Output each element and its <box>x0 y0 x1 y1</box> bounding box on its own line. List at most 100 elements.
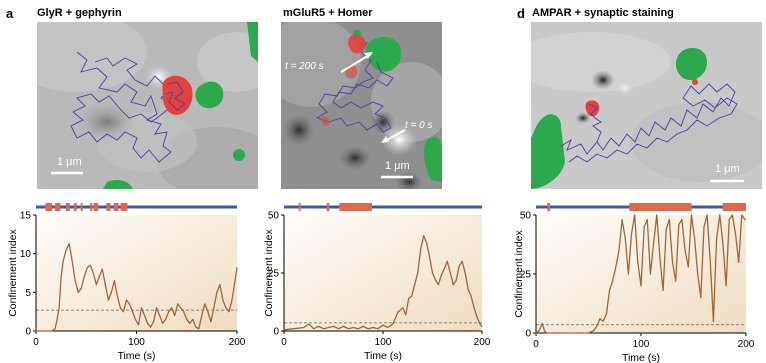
data-point <box>357 328 359 330</box>
data-point <box>204 303 206 305</box>
data-point <box>596 325 598 327</box>
data-point <box>684 249 686 251</box>
data-point <box>156 307 158 309</box>
y-tick-label: 50 <box>520 211 532 222</box>
y-axis-label: Confinement index <box>7 228 19 316</box>
data-point <box>104 284 106 286</box>
data-point <box>741 214 743 216</box>
data-point <box>86 266 88 269</box>
data-point <box>446 260 448 262</box>
micrograph-d-image <box>531 22 762 189</box>
data-point <box>95 284 97 286</box>
data-point <box>425 242 428 244</box>
data-point <box>577 332 579 334</box>
data-point <box>47 330 49 332</box>
data-point <box>675 280 677 282</box>
data-point <box>700 297 702 299</box>
data-point <box>80 287 82 290</box>
data-point <box>640 285 642 287</box>
data-point <box>621 219 623 221</box>
x-tick-label: 0 <box>281 337 287 348</box>
data-point <box>65 249 67 251</box>
data-point <box>458 265 460 267</box>
y-tick-label: 15 <box>20 211 32 222</box>
data-point <box>35 330 37 332</box>
state-block <box>547 203 551 211</box>
data-point <box>143 314 146 317</box>
data-point <box>198 328 200 330</box>
data-point <box>39 330 41 332</box>
data-point <box>308 323 310 325</box>
data-point <box>624 238 626 240</box>
data-point <box>728 219 730 221</box>
data-point <box>201 314 203 317</box>
data-point <box>234 280 236 282</box>
data-point <box>481 325 483 327</box>
data-point <box>476 316 478 318</box>
data-point <box>535 332 537 334</box>
data-point <box>618 249 620 251</box>
data-point <box>703 226 705 228</box>
data-point <box>134 318 137 320</box>
data-point <box>637 261 639 263</box>
state-block <box>326 203 330 211</box>
state-block <box>80 203 83 211</box>
data-point <box>671 261 674 263</box>
data-point <box>180 307 182 309</box>
chart-a: 0 5 10 15 0 100 200 Confinement index Time (s) <box>7 203 246 362</box>
data-point <box>545 332 548 334</box>
data-point <box>615 266 617 268</box>
data-point <box>367 328 369 330</box>
y-tick-label: 0 <box>525 329 531 340</box>
data-point <box>467 288 469 290</box>
y-axis-label: Confinement index <box>263 228 275 316</box>
data-point <box>665 228 667 230</box>
x-tick-label: 200 <box>229 337 246 348</box>
data-point <box>587 332 590 334</box>
data-point <box>449 272 451 274</box>
series-line <box>283 235 483 331</box>
data-point <box>101 268 103 270</box>
data-point <box>551 332 553 334</box>
data-point <box>352 326 354 329</box>
x-axis-label: Time (s) <box>622 352 660 363</box>
data-point <box>392 323 394 325</box>
micrograph-a: 1 μm <box>37 22 258 189</box>
x-tick-label: 100 <box>128 337 145 348</box>
data-point <box>452 284 454 286</box>
data-point <box>646 219 648 221</box>
x-tick-label: 100 <box>633 339 650 350</box>
data-point <box>171 307 173 309</box>
data-point <box>464 272 466 274</box>
chart-d: 0 25 50 0 100 200 Confinement index Time (s) <box>513 203 755 363</box>
data-point <box>479 323 481 325</box>
data-point <box>473 307 475 309</box>
micrograph-a-image <box>37 22 258 189</box>
data-point <box>541 322 543 325</box>
data-point <box>62 260 64 262</box>
y-tick-label: 25 <box>520 270 532 281</box>
state-block <box>298 203 301 211</box>
data-point <box>131 311 134 313</box>
annotation-t200: t = 200 s <box>285 61 324 72</box>
x-tick-label: 0 <box>533 339 539 350</box>
state-block <box>93 203 99 211</box>
x-tick-label: 200 <box>474 337 491 348</box>
x-axis-label: Time (s) <box>117 350 155 362</box>
state-block <box>722 203 746 211</box>
data-point <box>731 214 733 216</box>
data-point <box>283 329 285 331</box>
data-point <box>137 324 140 326</box>
data-point <box>128 303 131 305</box>
data-point <box>411 295 413 297</box>
data-point <box>54 328 56 330</box>
data-point <box>662 289 664 292</box>
annotation-t0: t = 0 s <box>405 120 433 131</box>
data-point <box>347 328 349 330</box>
state-block <box>65 203 70 211</box>
data-point <box>461 260 463 262</box>
data-point <box>231 299 233 301</box>
scale-label-a: 1 μm <box>57 156 82 168</box>
data-point <box>89 264 91 266</box>
data-point <box>162 322 164 324</box>
